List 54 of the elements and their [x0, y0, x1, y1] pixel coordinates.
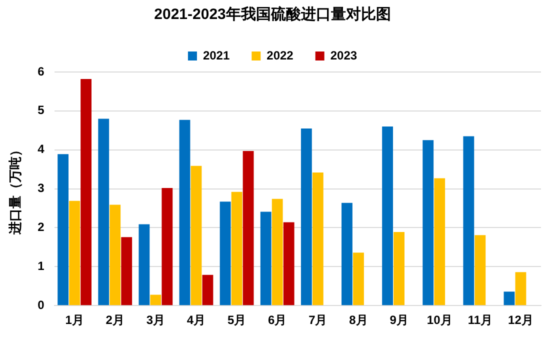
bar — [220, 202, 231, 306]
x-tick-label: 2月 — [106, 313, 124, 328]
bar — [202, 274, 214, 306]
bar — [382, 126, 394, 306]
y-tick-label: 1 — [38, 258, 45, 273]
bar — [58, 154, 69, 306]
bar — [283, 222, 294, 306]
bar — [231, 192, 242, 306]
y-tick-label: 6 — [38, 64, 45, 78]
legend-label: 2023 — [330, 48, 358, 62]
x-tick-label: 12月 — [508, 313, 534, 328]
bar — [272, 198, 283, 306]
y-tick-label: 0 — [38, 298, 45, 312]
x-tick-label: 1月 — [65, 313, 84, 328]
bar — [190, 166, 202, 306]
x-tick-label: 11月 — [468, 313, 493, 328]
bar — [162, 188, 173, 306]
bar — [394, 232, 404, 306]
x-tick-label: 6月 — [268, 313, 287, 328]
bar — [422, 140, 434, 306]
bar — [515, 272, 526, 306]
bar — [504, 292, 515, 306]
bar — [312, 172, 324, 306]
x-tick-label: 9月 — [390, 313, 408, 328]
bar — [300, 128, 312, 306]
x-tick-label: 8月 — [349, 313, 368, 328]
y-axis-title: 进口量（万吨） — [7, 143, 22, 236]
bar — [138, 224, 150, 306]
bar — [434, 178, 446, 306]
bar — [69, 200, 80, 306]
chart-title: 2021-2023年我国硫酸进口量对比图 — [154, 5, 391, 24]
bar — [260, 212, 272, 306]
y-tick-label: 5 — [38, 103, 45, 118]
legend-label: 2022 — [266, 48, 294, 62]
bar — [342, 202, 352, 306]
x-tick-label: 3月 — [146, 313, 166, 328]
x-tick-label: 4月 — [186, 313, 206, 328]
bar — [463, 136, 474, 306]
bar — [98, 118, 110, 306]
bar — [242, 151, 254, 306]
bar — [474, 235, 486, 306]
y-tick-label: 4 — [38, 142, 45, 156]
bar — [121, 237, 132, 306]
y-tick-label: 3 — [38, 181, 45, 196]
x-tick-label: 5月 — [227, 313, 246, 328]
y-tick-label: 2 — [38, 220, 45, 234]
bar — [353, 252, 364, 306]
bar — [80, 79, 92, 306]
bar — [179, 120, 190, 306]
x-tick-label: 10月 — [426, 313, 452, 328]
bar — [110, 204, 121, 306]
x-tick-label: 7月 — [308, 313, 328, 328]
bar — [150, 294, 162, 306]
legend-label: 2021 — [202, 48, 230, 62]
